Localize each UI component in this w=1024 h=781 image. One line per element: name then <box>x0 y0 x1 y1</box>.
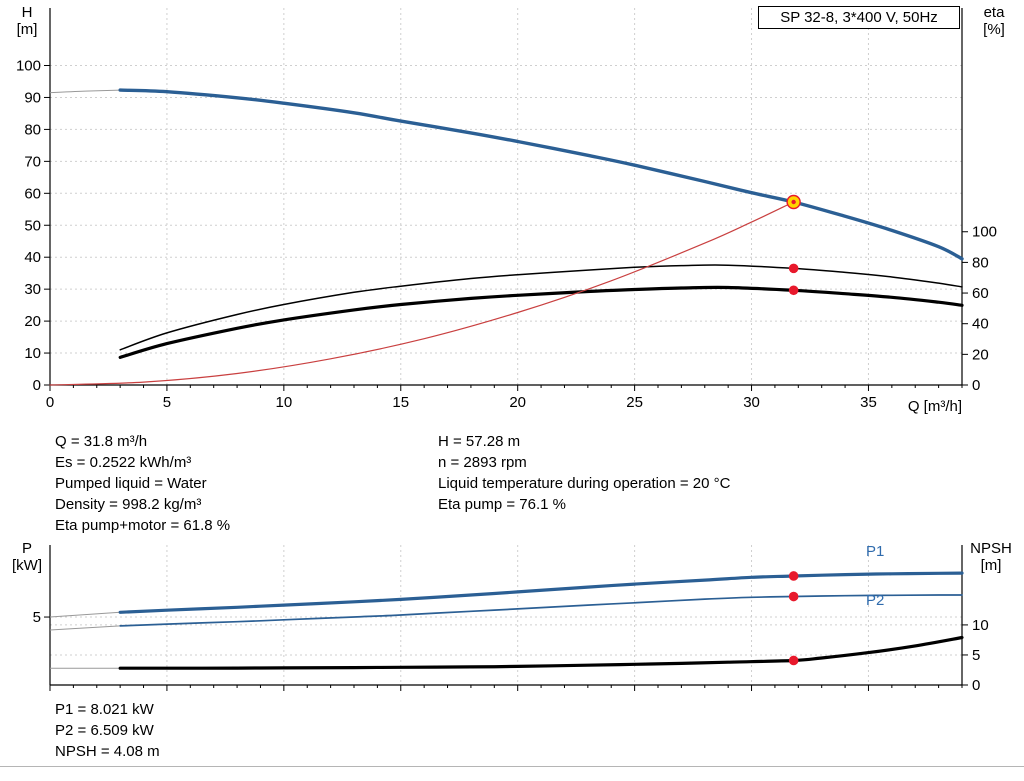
y-right-tick-label: 80 <box>972 254 989 271</box>
detail-q: Q = 31.8 m³/h <box>55 433 148 450</box>
duty-details-right: H = 57.28 m n = 2893 rpm Liquid temperat… <box>438 431 730 515</box>
operating-point-dot <box>788 571 799 581</box>
detail-es: Es = 0.2522 kWh/m³ <box>55 454 192 471</box>
system-curve-curve <box>49 201 795 386</box>
p-axis-label-symbol: P <box>21 540 32 557</box>
h-axis-label-symbol: H <box>21 4 33 21</box>
qh-plot: 0 5 10 15 20 25 30 35 0 10 20 30 40 50 60 70 80 90 100 0 20 4… <box>16 8 997 411</box>
y-right-tick-label: 40 <box>972 316 989 333</box>
operating-point-dot <box>788 655 799 666</box>
operating-point-dot <box>788 591 799 602</box>
detail-liquid: Pumped liquid = Water <box>55 475 207 492</box>
y-left-tick-label: 50 <box>24 217 41 234</box>
detail-temperature: Liquid temperature during operation = 20… <box>438 475 731 492</box>
y-right-tick-label: 20 <box>972 346 989 363</box>
npsh-axis-label: NPSH [m] <box>962 540 1020 574</box>
y-right-tick-label: 10 <box>972 617 989 634</box>
p1-curve <box>118 571 964 614</box>
detail-eta-total: Eta pump+motor = 61.8 % <box>55 517 231 534</box>
y-left-tick-label: 80 <box>24 121 41 138</box>
eta-axis-label: eta [%] <box>970 4 1018 38</box>
y-left-tick-label: 30 <box>24 281 41 298</box>
duty-point-center <box>791 199 796 205</box>
bottom-separator <box>0 766 1024 767</box>
y-left-tick-label: 70 <box>24 153 41 170</box>
eta-pump-motor-curve <box>118 285 964 359</box>
x-tick-label: 0 <box>46 394 54 411</box>
q-axis-label: Q [m³/h] <box>907 398 962 415</box>
p2-curve <box>119 594 963 627</box>
x-tick-label: 30 <box>743 394 760 411</box>
y-right-tick-label: 0 <box>972 677 980 694</box>
y-left-tick-label: 10 <box>24 345 41 362</box>
operating-point-dot <box>788 285 799 296</box>
eta-axis-label-symbol: eta <box>983 4 1005 21</box>
h-axis-label-unit: [m] <box>16 21 38 38</box>
p1-curve-label: P1 <box>866 543 885 560</box>
eta-pump-curve <box>119 264 963 351</box>
npsh-axis-label-symbol: NPSH <box>970 540 1012 557</box>
eta-axis-label-unit: [%] <box>983 21 1005 38</box>
y-left-tick-label: 60 <box>24 185 41 202</box>
p-axis-label: P [kW] <box>6 540 48 574</box>
p-axis-label-unit: [kW] <box>12 557 42 574</box>
p1-curve-leadin <box>49 611 121 618</box>
p2-curve-label: P2 <box>866 592 885 609</box>
y-left-tick-label: 5 <box>33 609 41 626</box>
h-axis-label: H [m] <box>6 4 48 38</box>
npsh-curve <box>118 635 964 670</box>
detail-p2: P2 = 6.509 kW <box>55 722 154 739</box>
h-curve <box>118 88 964 261</box>
power_npsh-plot: 5 0 5 10 <box>33 545 989 694</box>
detail-rpm: n = 2893 rpm <box>438 454 527 471</box>
x-tick-label: 15 <box>392 394 409 411</box>
pump-title-box: SP 32-8, 3*400 V, 50Hz <box>758 6 960 29</box>
x-tick-label: 10 <box>276 394 293 411</box>
power-details: P1 = 8.021 kW P2 = 6.509 kW NPSH = 4.08 … <box>55 699 160 762</box>
x-tick-label: 35 <box>860 394 877 411</box>
detail-eta-pump: Eta pump = 76.1 % <box>438 496 566 513</box>
y-left-tick-label: 0 <box>33 377 41 394</box>
h-curve-leadin <box>49 89 121 94</box>
x-tick-label: 5 <box>163 394 171 411</box>
y-right-tick-label: 0 <box>972 377 980 394</box>
operating-point-dot <box>788 263 799 274</box>
detail-npsh: NPSH = 4.08 m <box>55 743 160 760</box>
p2-curve-leadin <box>49 625 121 631</box>
y-left-tick-label: 20 <box>24 313 41 330</box>
y-left-tick-label: 100 <box>16 58 41 75</box>
detail-density: Density = 998.2 kg/m³ <box>55 496 202 513</box>
x-tick-label: 25 <box>626 394 643 411</box>
y-right-tick-label: 60 <box>972 285 989 302</box>
y-right-tick-label: 5 <box>972 647 980 664</box>
npsh-axis-label-unit: [m] <box>980 557 1002 574</box>
detail-h: H = 57.28 m <box>438 433 521 450</box>
duty-details-left: Q = 31.8 m³/h Es = 0.2522 kWh/m³ Pumped … <box>55 431 230 536</box>
y-left-tick-label: 90 <box>24 89 41 106</box>
y-left-tick-label: 40 <box>24 249 41 266</box>
detail-p1: P1 = 8.021 kW <box>55 701 154 718</box>
y-right-tick-label: 100 <box>972 224 997 241</box>
x-tick-label: 20 <box>509 394 526 411</box>
